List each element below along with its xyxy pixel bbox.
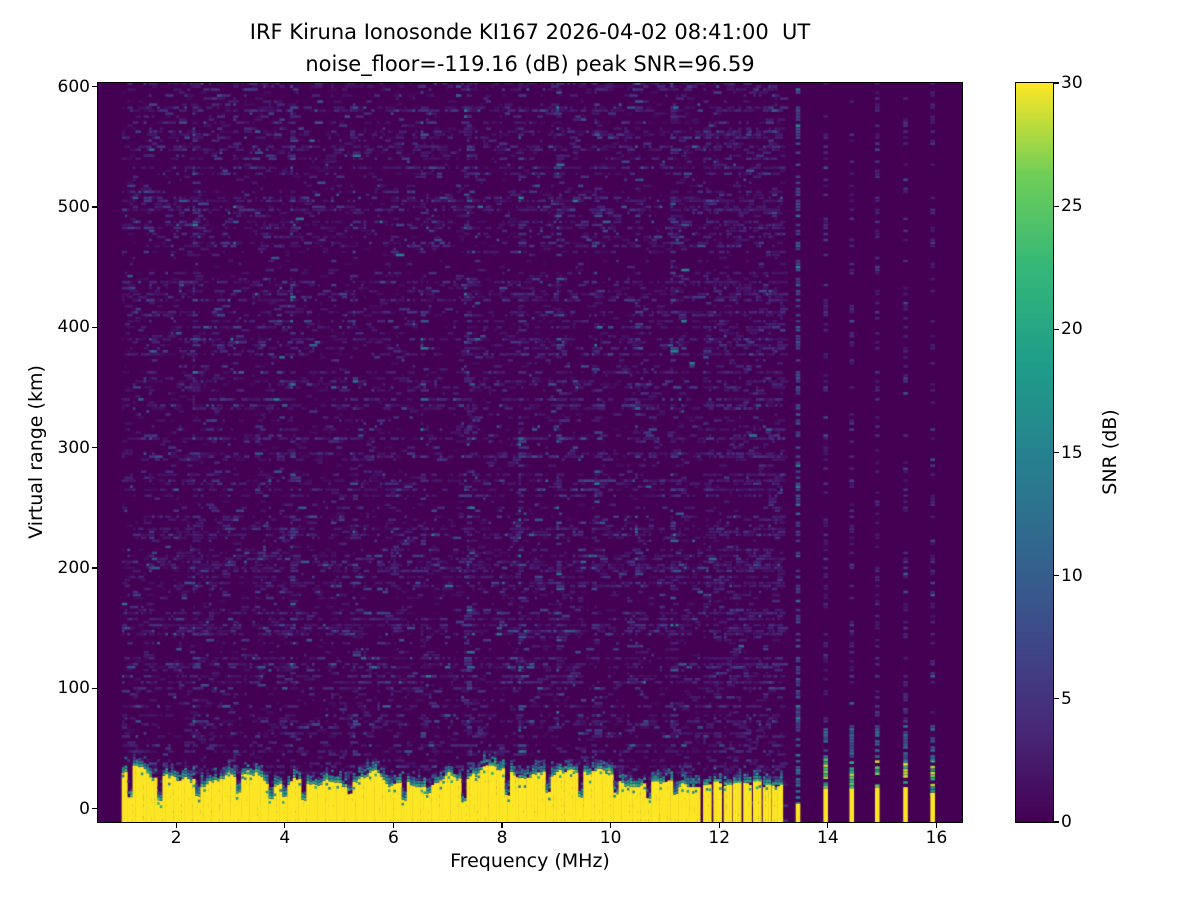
colorbar-canvas xyxy=(1016,83,1053,822)
chart-title: IRF Kiruna Ionosonde KI167 2026-04-02 08… xyxy=(98,19,962,45)
y-tick-label: 400 xyxy=(36,317,90,337)
x-tick-label: 12 xyxy=(708,828,730,848)
y-tick-label: 0 xyxy=(36,799,90,819)
colorbar-tick-label: 10 xyxy=(1061,566,1083,586)
colorbar-label: SNR (dB) xyxy=(1099,302,1121,602)
y-tick-label: 200 xyxy=(36,558,90,578)
y-tick-label: 600 xyxy=(36,77,90,97)
x-tick-label: 10 xyxy=(600,828,622,848)
colorbar-tick-mark xyxy=(1054,698,1059,699)
x-tick-label: 6 xyxy=(388,828,399,848)
y-tick-mark xyxy=(92,567,97,568)
y-tick-label: 300 xyxy=(36,438,90,458)
chart-subtitle: noise_floor=-119.16 (dB) peak SNR=96.59 xyxy=(98,51,962,77)
colorbar-tick-mark xyxy=(1054,575,1059,576)
y-tick-mark xyxy=(92,447,97,448)
y-tick-mark xyxy=(92,688,97,689)
colorbar-tick-mark xyxy=(1054,82,1059,83)
ionogram-figure: IRF Kiruna Ionosonde KI167 2026-04-02 08… xyxy=(0,0,1200,900)
x-tick-label: 14 xyxy=(817,828,839,848)
y-tick-label: 100 xyxy=(36,678,90,698)
colorbar-tick-label: 30 xyxy=(1061,73,1083,93)
colorbar-tick-label: 25 xyxy=(1061,196,1083,216)
colorbar-tick-label: 5 xyxy=(1061,689,1072,709)
y-tick-mark xyxy=(92,327,97,328)
colorbar-tick-label: 15 xyxy=(1061,443,1083,463)
x-tick-label: 4 xyxy=(279,828,290,848)
x-tick-label: 16 xyxy=(926,828,948,848)
x-tick-label: 2 xyxy=(171,828,182,848)
colorbar-tick-label: 0 xyxy=(1061,812,1072,832)
y-tick-mark xyxy=(92,86,97,87)
colorbar-tick-mark xyxy=(1054,452,1059,453)
colorbar-tick-mark xyxy=(1054,821,1059,822)
colorbar-tick-label: 20 xyxy=(1061,319,1083,339)
colorbar-tick-mark xyxy=(1054,206,1059,207)
y-tick-mark xyxy=(92,808,97,809)
x-tick-label: 8 xyxy=(497,828,508,848)
x-axis-label: Frequency (MHz) xyxy=(98,849,962,873)
heatmap-canvas xyxy=(98,83,962,822)
y-tick-mark xyxy=(92,206,97,207)
colorbar-tick-mark xyxy=(1054,329,1059,330)
y-tick-label: 500 xyxy=(36,197,90,217)
